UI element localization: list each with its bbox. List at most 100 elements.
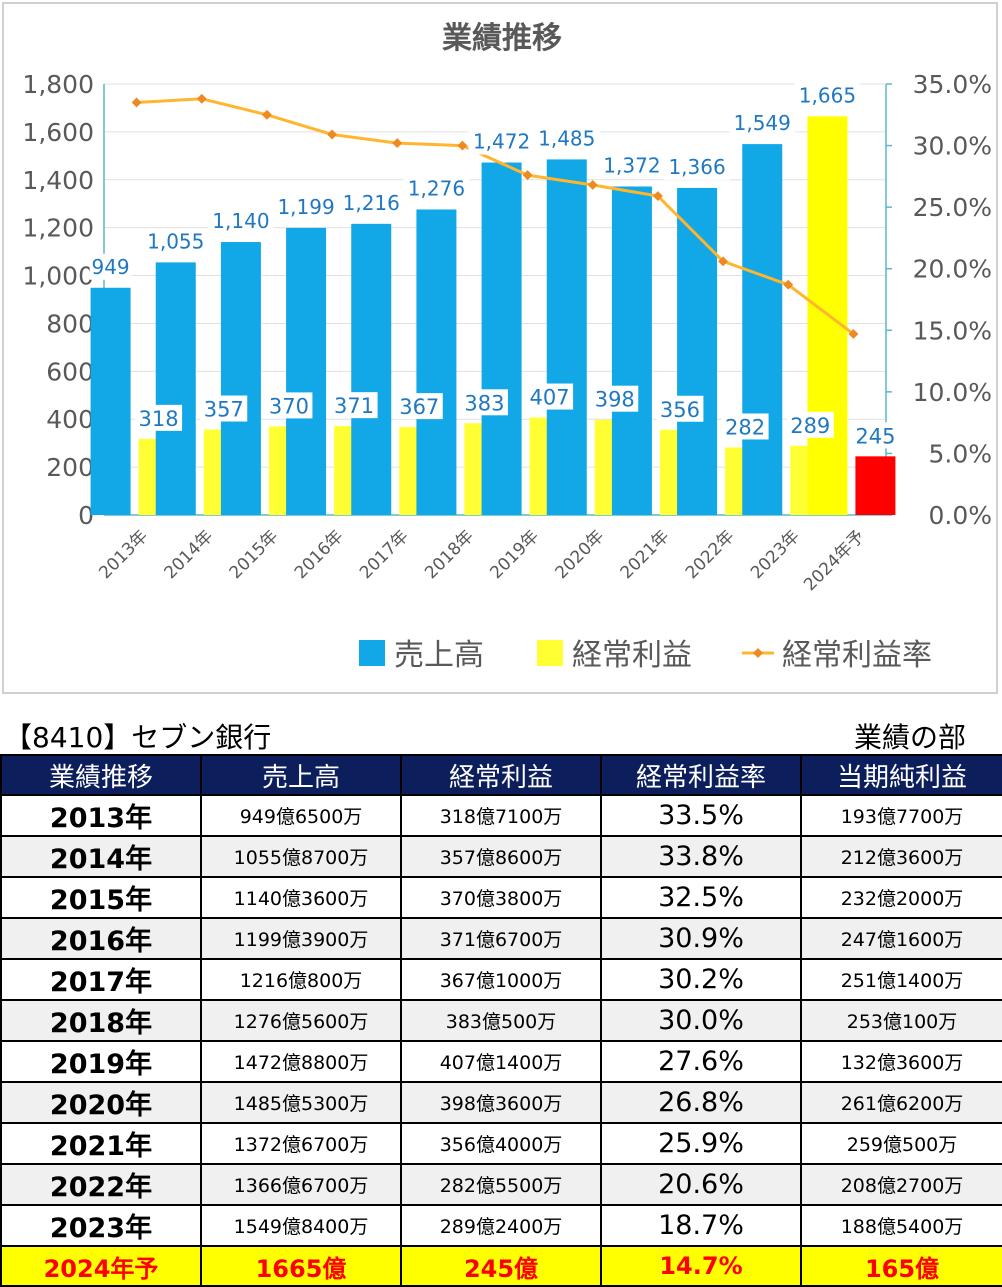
bar-sales [220,242,261,516]
data-label-sales: 1,199 [277,195,334,219]
data-label-profit: 245 [855,424,895,448]
company-name: 【8410】セブン銀行 [4,721,272,754]
point-rate [783,279,794,290]
y-left-tick-label: 1,400 [22,166,94,195]
table-row: 2018年 1276億5600万 383億500万 30.0% 253億100万 [0,999,1002,1042]
table-row: 2021年 1372億6700万 356億4000万 25.9% 259億500万 [0,1122,1002,1165]
data-label-bg [265,392,313,419]
cell-profit: 407億1400万 [400,1040,602,1083]
data-label-bg [142,228,209,255]
point-rate [196,93,207,104]
data-label-bg [851,422,899,449]
data-label-profit: 371 [334,394,374,418]
data-label-profit: 318 [139,407,179,431]
y-left-tick-label: 1,600 [22,118,94,147]
cell-rate: 30.9% [600,917,802,960]
point-rate [392,138,403,149]
bar-sales [286,227,327,515]
legend-label-sales: 売上高 [394,638,484,673]
bar-sales [416,209,457,516]
cell-profit: 370億3800万 [400,876,602,919]
cell-sales: 1199億3900万 [200,917,402,960]
table-row: 2023年 1549億8400万 289億2400万 18.7% 188億5400万 [0,1204,1002,1247]
cell-profit: 356億4000万 [400,1122,602,1165]
x-tick-label: 2022年 [682,526,739,583]
data-label-sales: 1,366 [668,155,725,179]
data-label-profit: 407 [530,386,570,410]
cell-net: 253億100万 [800,999,1002,1042]
y-left-tick-label: 200 [46,453,94,482]
point-rate [522,170,533,181]
cell-year: 2020年 [0,1081,202,1124]
bar-sales [677,187,718,515]
cell-sales: 1472億8800万 [200,1040,402,1083]
cell-sales: 1216億800万 [200,958,402,1001]
point-rate [718,256,729,267]
data-label-sales: 1,055 [147,229,204,253]
bar-sales [351,223,392,515]
y-right-tick-label: 20.0% [913,255,992,284]
data-label-bg [403,175,470,202]
point-rate [652,191,663,202]
bar-sales [742,144,783,515]
cell-year: 2014年 [0,835,202,878]
table-header-row: 業績推移 売上高 経常利益 経常利益率 当期純利益 [0,754,1002,796]
legend-label-profit: 経常利益 [572,638,692,673]
cell-rate: 32.5% [600,876,802,919]
x-tick-label: 2013年 [95,526,152,583]
table-row: 2014年 1055億8700万 357億8600万 33.8% 212億3600万 [0,835,1002,878]
data-label-bg [526,383,574,410]
cell-sales: 1140億3600万 [200,876,402,919]
bar-profit [855,456,896,515]
cell-sales: 949億6500万 [200,794,402,837]
point-rate [587,180,598,190]
cell-rate: 30.0% [600,999,802,1042]
cell-profit: 318億7100万 [400,794,602,837]
x-tick-label: 2023年 [747,526,804,583]
x-tick-label: 2015年 [226,526,283,583]
chart-svg: 業績推移 0 200 400 600 800 1,000 1,200 1,400 1,600 1,8… [22,21,992,673]
y-left-tick-label: 1,000 [22,262,94,291]
cell-year: 2019年 [0,1040,202,1083]
cell-sales: 1372億6700万 [200,1122,402,1165]
data-label-bg [591,385,639,412]
point-rate [131,97,142,108]
info-bar: 【8410】セブン銀行 業績の部 [0,712,1002,754]
x-tick-label: 2024年予 [800,526,869,595]
data-label-bg [273,193,340,220]
cell-rate: 27.6% [600,1040,802,1083]
cell-year: 2023年 [0,1204,202,1247]
table-row: 2022年 1366億6700万 282億5500万 20.6% 208億2700万 [0,1163,1002,1206]
cell-sales: 1055億8700万 [200,835,402,878]
bar-sales [155,262,196,515]
table-row-forecast: 2024年予 1665億 245億 14.7% 165億 [0,1245,1002,1287]
y-right-tick-label: 15.0% [913,316,992,345]
data-label-bg [786,411,834,438]
data-label-bg [468,128,535,155]
data-label-sales: 1,665 [799,83,856,107]
chart-title: 業績推移 [442,21,562,56]
cell-year: 2024年予 [0,1245,202,1287]
cell-sales: 1366億6700万 [200,1163,402,1206]
data-label-profit: 282 [725,415,765,439]
point-rate [848,329,859,339]
data-label-sales: 1,549 [734,111,791,135]
x-tick-label: 2014年 [161,526,218,583]
cell-profit: 398億3600万 [400,1081,602,1124]
legend-marker-rate [753,648,763,658]
cell-rate: 14.7% [600,1245,802,1287]
x-tick-label: 2016年 [291,526,348,583]
data-label-bg [794,82,861,109]
data-label-bg [395,393,443,420]
cell-year: 2016年 [0,917,202,960]
table-row: 2015年 1140億3600万 370億3800万 32.5% 232億2000万 [0,876,1002,919]
x-tick-label: 2019年 [486,526,543,583]
cell-sales: 1665億 [200,1245,402,1287]
col-header-profit: 経常利益 [400,754,602,796]
cell-net: 212億3600万 [800,835,1002,878]
cell-rate: 26.8% [600,1081,802,1124]
data-label-bg [338,189,405,216]
data-label-sales: 1,485 [538,126,595,150]
data-label-sales: 949 [91,255,129,279]
y-right-tick-label: 5.0% [928,439,992,468]
